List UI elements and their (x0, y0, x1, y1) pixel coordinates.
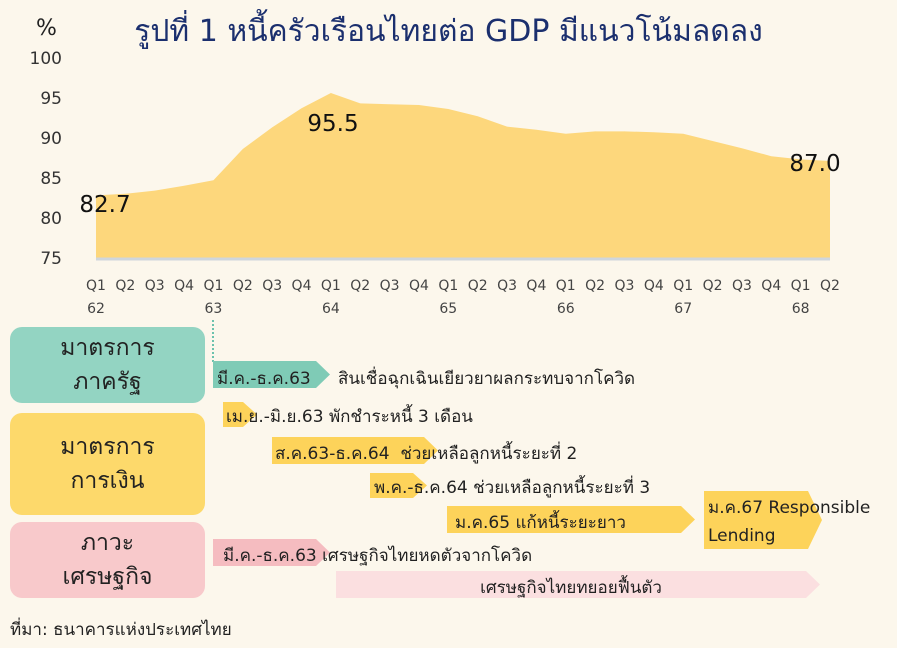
x-tick-label: Q3 (497, 278, 517, 294)
x-tick-label: Q4 (644, 278, 664, 294)
measure-period: เม.ย.-มิ.ย.63 (226, 407, 324, 427)
category-label: ภาครัฐ (73, 369, 142, 395)
measure-desc: เศรษฐกิจไทยทยอยฟื้นตัว (480, 578, 662, 598)
timeline-bar (336, 571, 820, 598)
timeline-bar (272, 437, 438, 464)
y-tick-label: 75 (40, 249, 62, 269)
measure-row: ส.ค.63-ธ.ค.64 ช่วยเหลือลูกหนี้ระยะที่ 2 (275, 440, 577, 467)
x-tick-label: Q1 (791, 278, 811, 294)
timeline-marker (212, 320, 214, 362)
x-tick-label: Q3 (380, 278, 400, 294)
source-note: ที่มา: ธนาคารแห่งประเทศไทย (10, 620, 232, 640)
category-label: มาตรการ (60, 433, 155, 460)
x-tick-label: Q2 (233, 278, 253, 294)
x-year-label: 65 (439, 301, 457, 317)
category-economy: ภาวะ เศรษฐกิจ (10, 522, 205, 598)
measure-row: ม.ค.65 แก้หนี้ระยะยาว (455, 509, 626, 536)
measure-desc: แก้หนี้ระยะยาว (515, 513, 626, 533)
y-tick-label: 85 (40, 169, 62, 189)
x-year-label: 67 (674, 301, 692, 317)
category-monetary: มาตรการ การเงิน (10, 413, 205, 515)
x-tick-label: Q1 (86, 278, 106, 294)
measure-period: ส.ค.63-ธ.ค.64 (275, 444, 390, 464)
x-tick-label: Q2 (468, 278, 488, 294)
measure-desc: เศรษฐกิจไทยหดตัวจากโควิด (322, 546, 533, 566)
x-year-label: 66 (557, 301, 575, 317)
x-tick-label: Q4 (174, 278, 194, 294)
category-label: ภาวะ (80, 529, 135, 556)
x-tick-label: Q2 (585, 278, 605, 294)
timeline-bar (370, 473, 427, 498)
chart-title: รูปที่ 1 หนี้ครัวเรือนไทยต่อ GDP มีแนวโน… (134, 14, 763, 49)
y-tick-label: 90 (40, 129, 62, 149)
data-label: 95.5 (307, 111, 358, 137)
y-tick-label: 80 (40, 209, 62, 229)
x-tick-label: Q3 (732, 278, 752, 294)
x-year-label: 68 (792, 301, 810, 317)
data-label: 87.0 (789, 151, 840, 177)
x-tick-label: Q3 (615, 278, 635, 294)
x-tick-label: Q3 (145, 278, 165, 294)
measure-period: มี.ค.-ธ.ค.63 (223, 546, 317, 566)
timeline-bar (213, 539, 330, 566)
x-tick-label: Q4 (292, 278, 312, 294)
measure-row: พ.ค.-ธ.ค.64 ช่วยเหลือลูกหนี้ระยะที่ 3 (374, 474, 650, 501)
x-tick-label: Q1 (321, 278, 341, 294)
x-tick-label: Q1 (673, 278, 693, 294)
data-label: 82.7 (79, 192, 130, 218)
measure-label: Lending (708, 526, 776, 546)
y-axis-unit: % (36, 16, 57, 41)
x-tick-label: Q4 (761, 278, 781, 294)
x-tick-label: Q1 (438, 278, 458, 294)
category-label: เศรษฐกิจ (62, 564, 153, 590)
x-tick-label: Q2 (350, 278, 370, 294)
y-tick-label: 100 (30, 49, 62, 69)
x-tick-label: Q2 (703, 278, 723, 294)
x-year-label: 63 (205, 301, 223, 317)
measure-responsible-lending: ม.ค.67 Responsible Lending (708, 494, 870, 550)
measure-row: มี.ค.-ธ.ค.63 เศรษฐกิจไทยหดตัวจากโควิด (223, 542, 532, 569)
x-year-label: 64 (322, 301, 340, 317)
timeline-bar (447, 506, 695, 533)
measure-label: ม.ค.67 Responsible (708, 498, 871, 518)
x-tick-label: Q1 (556, 278, 576, 294)
x-tick-label: Q2 (820, 278, 840, 294)
x-year-label: 62 (87, 301, 105, 317)
x-tick-label: Q4 (526, 278, 546, 294)
area-chart: 75 80 85 90 95 100 Q1 Q2 Q3 Q4 Q1 Q2 Q3 Q4 Q1 Q2 Q3 Q4 Q1 Q… (30, 49, 841, 317)
category-label: การเงิน (70, 468, 145, 494)
area-series (96, 93, 830, 259)
x-tick-label: Q4 (409, 278, 429, 294)
category-government: มาตรการ ภาครัฐ (10, 327, 205, 403)
x-tick-label: Q1 (203, 278, 223, 294)
measure-desc: พักชำระหนี้ 3 เดือน (328, 407, 473, 427)
measure-period: พ.ค.-ธ.ค.64 (374, 478, 468, 498)
measure-desc: ช่วยเหลือลูกหนี้ระยะที่ 2 (400, 444, 578, 464)
measure-row: เม.ย.-มิ.ย.63 พักชำระหนี้ 3 เดือน (226, 403, 473, 430)
timeline-bar (704, 491, 822, 549)
measure-desc: สินเชื่อฉุกเฉินเยียวยาผลกระทบจากโควิด (338, 369, 636, 389)
category-label: มาตรการ (60, 334, 155, 361)
measure-period: ม.ค.65 (455, 513, 511, 533)
y-tick-label: 95 (40, 89, 62, 109)
measure-period: มี.ค.-ธ.ค.63 (217, 369, 311, 389)
x-tick-label: Q3 (262, 278, 282, 294)
measure-desc: ช่วยเหลือลูกหนี้ระยะที่ 3 (473, 478, 651, 498)
timeline-bar (213, 361, 330, 388)
x-tick-label: Q2 (115, 278, 135, 294)
